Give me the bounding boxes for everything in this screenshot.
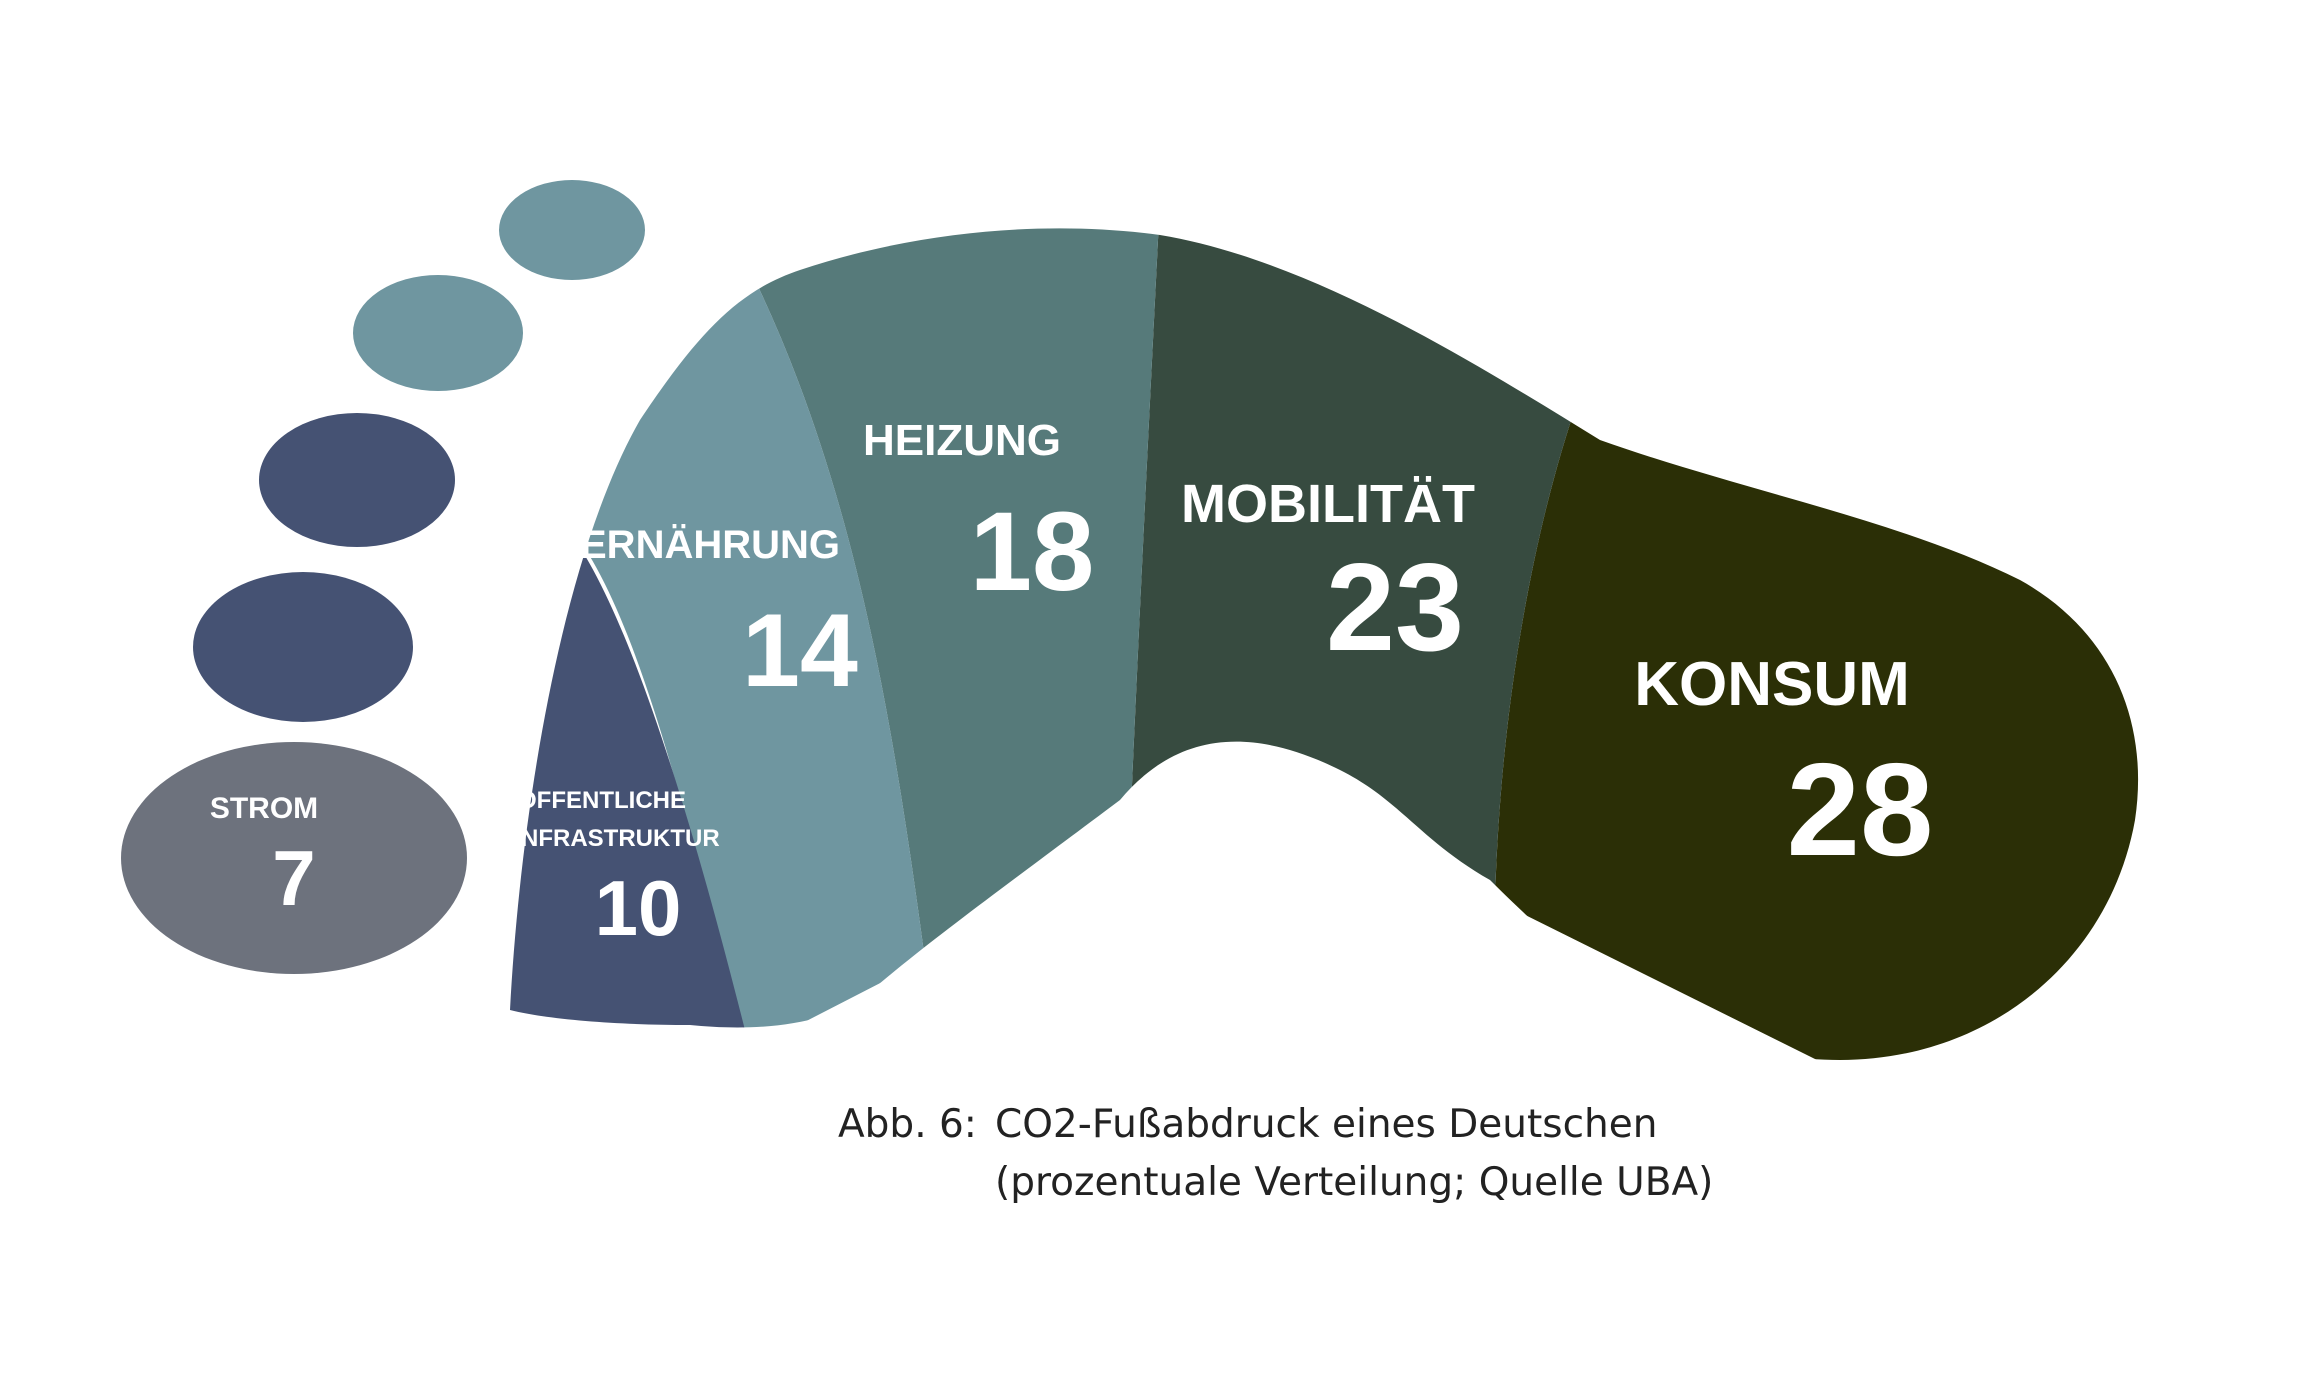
toe-3 bbox=[259, 413, 455, 547]
caption-prefix: Abb. 6: bbox=[838, 1102, 977, 1147]
segment-konsum-label: KONSUM bbox=[1634, 650, 1910, 719]
toe-2 bbox=[353, 275, 523, 391]
segment-heizung-value: 18 bbox=[970, 489, 1095, 614]
segment-heizung bbox=[735, 228, 1160, 960]
segment-ernaehrung bbox=[540, 240, 925, 1050]
toe-4 bbox=[193, 572, 413, 722]
segment-konsum-value: 28 bbox=[1787, 736, 1934, 883]
segment-infrastruktur-label-line2: INFRASTRUKTUR bbox=[514, 825, 719, 852]
segment-strom bbox=[121, 742, 467, 974]
segment-strom-value: 7 bbox=[272, 834, 315, 922]
segment-heizung-label: HEIZUNG bbox=[863, 416, 1061, 465]
segment-mobilitaet bbox=[1130, 228, 1585, 900]
segment-strom-label: STROM bbox=[210, 792, 318, 825]
segment-ernaehrung-label: ERNÄHRUNG bbox=[580, 523, 840, 567]
caption-subtitle: (prozentuale Verteilung; Quelle UBA) bbox=[995, 1160, 1714, 1205]
segment-infrastruktur-value: 10 bbox=[595, 864, 682, 952]
caption-title: CO2-Fußabdruck eines Deutschen bbox=[995, 1102, 1658, 1147]
segment-mobilitaet-label: MOBILITÄT bbox=[1181, 474, 1475, 534]
segment-mobilitaet-value: 23 bbox=[1326, 539, 1464, 677]
toe-1 bbox=[499, 180, 645, 280]
segment-ernaehrung-value: 14 bbox=[742, 593, 858, 709]
segment-infrastruktur-label-line1: ÖFFENTLICHE bbox=[518, 787, 686, 814]
